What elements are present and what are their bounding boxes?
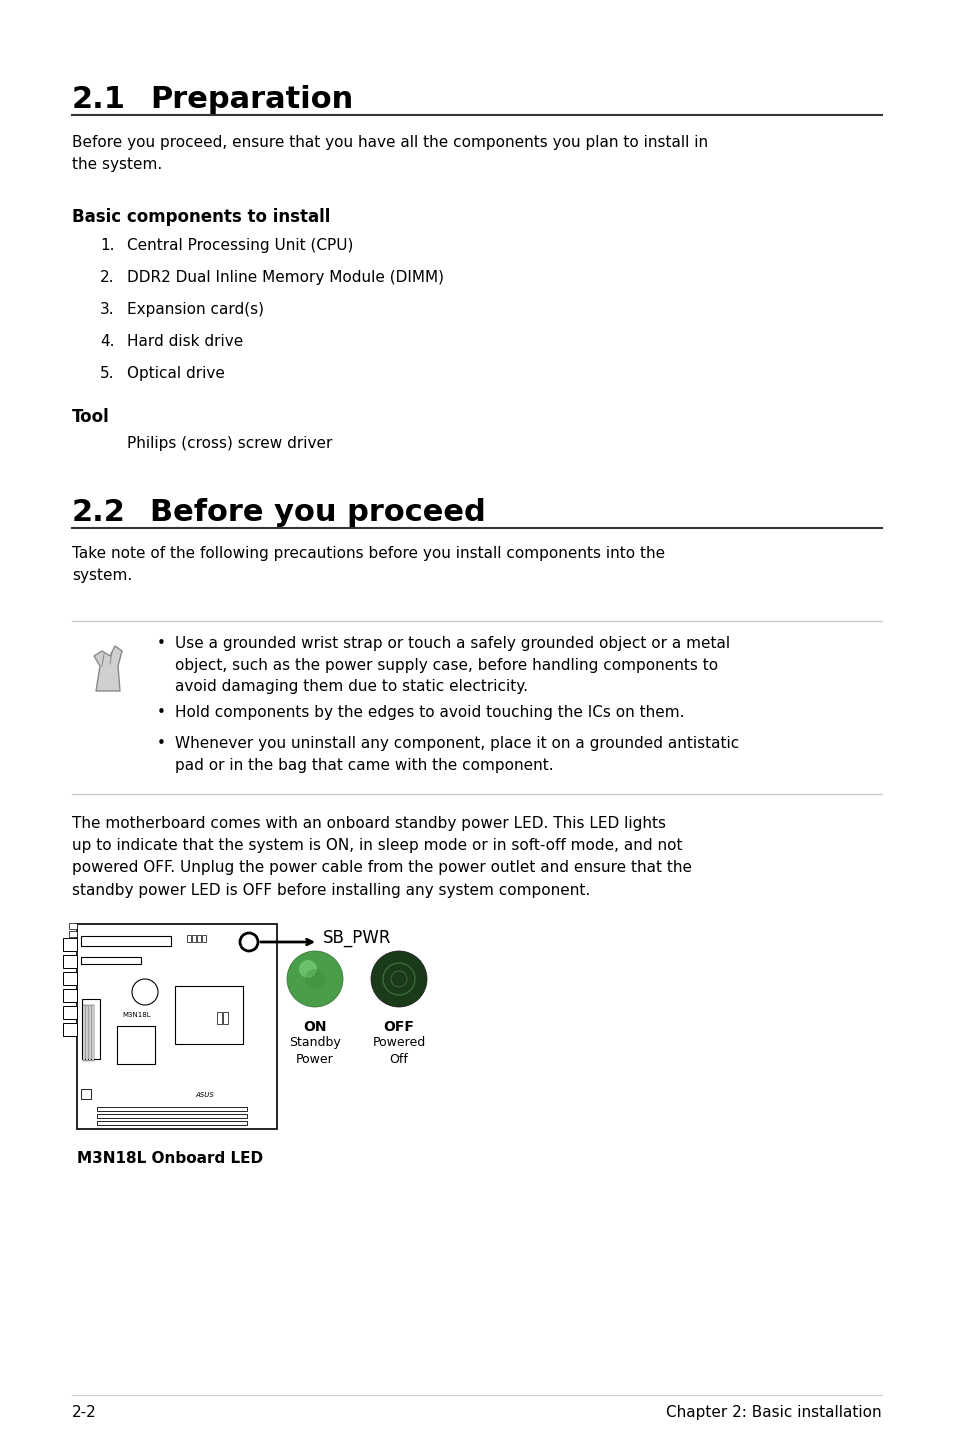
Bar bbox=[196, 935, 201, 942]
Text: The motherboard comes with an onboard standby power LED. This LED lights
up to i: The motherboard comes with an onboard st… bbox=[71, 815, 691, 897]
Text: 5.: 5. bbox=[100, 367, 114, 381]
Bar bbox=[63, 1007, 77, 1020]
Text: DDR2 Dual Inline Memory Module (DIMM): DDR2 Dual Inline Memory Module (DIMM) bbox=[127, 270, 443, 285]
Text: Standby
Power: Standby Power bbox=[289, 1035, 340, 1066]
Bar bbox=[97, 1122, 247, 1125]
Circle shape bbox=[305, 969, 325, 989]
Text: •: • bbox=[157, 736, 166, 751]
Text: 4.: 4. bbox=[100, 334, 114, 349]
Bar bbox=[63, 1022, 77, 1035]
Text: Use a grounded wrist strap or touch a safely grounded object or a metal
object, : Use a grounded wrist strap or touch a sa… bbox=[174, 636, 729, 695]
Bar bbox=[216, 1012, 222, 1024]
Text: M3N18L Onboard LED: M3N18L Onboard LED bbox=[77, 1150, 263, 1166]
Text: Whenever you uninstall any component, place it on a grounded antistatic
pad or i: Whenever you uninstall any component, pl… bbox=[174, 736, 739, 772]
Text: OFF: OFF bbox=[383, 1020, 414, 1034]
Bar bbox=[174, 986, 243, 1044]
Text: 3.: 3. bbox=[100, 302, 114, 316]
Circle shape bbox=[298, 961, 316, 978]
Bar bbox=[89, 1005, 91, 1061]
Bar bbox=[82, 999, 100, 1058]
Text: Before you proceed: Before you proceed bbox=[150, 498, 485, 526]
Bar bbox=[202, 935, 206, 942]
Text: 2-2: 2-2 bbox=[71, 1405, 96, 1419]
Bar bbox=[63, 955, 77, 968]
Text: Powered
Off: Powered Off bbox=[372, 1035, 425, 1066]
Circle shape bbox=[391, 971, 407, 986]
FancyArrowPatch shape bbox=[100, 649, 118, 684]
Bar bbox=[117, 1025, 154, 1064]
Text: Basic components to install: Basic components to install bbox=[71, 209, 330, 226]
Text: 1.: 1. bbox=[100, 239, 114, 253]
Bar bbox=[223, 1012, 228, 1024]
Text: ON: ON bbox=[303, 1020, 327, 1034]
Text: •: • bbox=[157, 705, 166, 720]
Text: 2.1: 2.1 bbox=[71, 85, 126, 114]
Text: Hold components by the edges to avoid touching the ICs on them.: Hold components by the edges to avoid to… bbox=[174, 705, 684, 720]
Circle shape bbox=[287, 951, 343, 1007]
Text: M3N18L: M3N18L bbox=[123, 1012, 152, 1018]
Bar bbox=[97, 1107, 247, 1112]
Bar bbox=[187, 935, 191, 942]
Text: Take note of the following precautions before you install components into the
sy: Take note of the following precautions b… bbox=[71, 546, 664, 584]
Text: Chapter 2: Basic installation: Chapter 2: Basic installation bbox=[666, 1405, 882, 1419]
Polygon shape bbox=[94, 646, 122, 692]
Text: ASUS: ASUS bbox=[194, 1091, 213, 1099]
Bar bbox=[97, 1114, 247, 1117]
Text: 2.: 2. bbox=[100, 270, 114, 285]
Bar bbox=[81, 1089, 91, 1099]
Bar bbox=[86, 1005, 88, 1061]
Bar bbox=[69, 930, 77, 938]
Circle shape bbox=[382, 963, 415, 995]
Bar bbox=[81, 936, 171, 946]
Text: Tool: Tool bbox=[71, 408, 110, 426]
Bar bbox=[83, 1005, 85, 1061]
Text: Central Processing Unit (CPU): Central Processing Unit (CPU) bbox=[127, 239, 353, 253]
Text: •: • bbox=[157, 636, 166, 651]
Bar bbox=[81, 958, 141, 963]
Circle shape bbox=[371, 951, 427, 1007]
Bar bbox=[192, 935, 195, 942]
Bar bbox=[69, 923, 77, 929]
Text: Hard disk drive: Hard disk drive bbox=[127, 334, 243, 349]
Bar bbox=[63, 972, 77, 985]
Bar bbox=[63, 938, 77, 951]
Circle shape bbox=[240, 933, 257, 951]
Text: Before you proceed, ensure that you have all the components you plan to install : Before you proceed, ensure that you have… bbox=[71, 135, 707, 173]
Text: Preparation: Preparation bbox=[150, 85, 353, 114]
Bar bbox=[63, 989, 77, 1002]
Text: Expansion card(s): Expansion card(s) bbox=[127, 302, 264, 316]
Circle shape bbox=[132, 979, 158, 1005]
Text: 2.2: 2.2 bbox=[71, 498, 126, 526]
Text: Optical drive: Optical drive bbox=[127, 367, 225, 381]
Bar bbox=[77, 925, 276, 1129]
Text: SB_PWR: SB_PWR bbox=[322, 929, 391, 948]
Bar bbox=[91, 1005, 94, 1061]
Text: Philips (cross) screw driver: Philips (cross) screw driver bbox=[127, 436, 332, 452]
